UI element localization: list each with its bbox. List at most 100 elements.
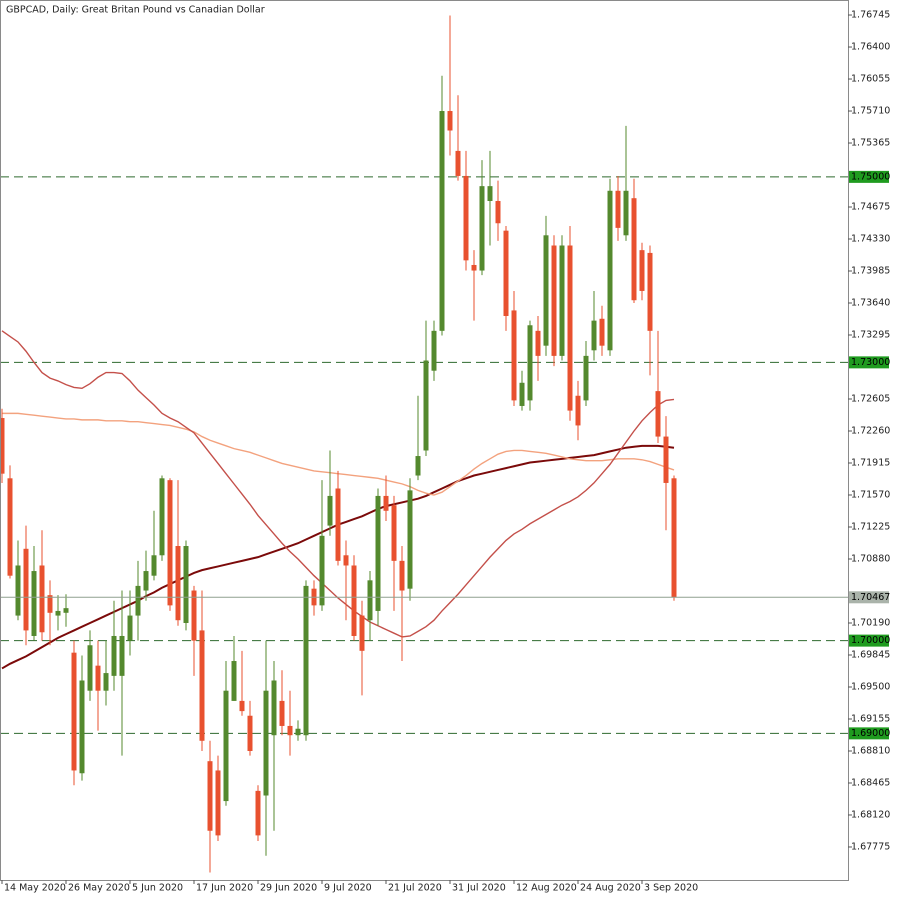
candle-body: [151, 555, 157, 576]
candle-body: [407, 490, 413, 589]
moving-average: [1, 330, 675, 638]
candle-body: [647, 252, 653, 331]
candle-body: [231, 661, 237, 701]
candle-body: [31, 571, 37, 636]
candle-body: [95, 665, 101, 691]
candle-body: [119, 635, 125, 676]
candle-body: [575, 395, 581, 426]
candle-body: [671, 478, 677, 598]
candle-body: [239, 700, 245, 712]
candle-body: [191, 590, 197, 641]
x-tick-label: 31 Jul 2020: [452, 883, 506, 894]
y-tick-label: 1.75365: [851, 138, 890, 149]
level-label-box: [849, 727, 889, 740]
candle-body: [55, 610, 61, 616]
candle-body: [503, 230, 509, 316]
x-tick-label: 12 Aug 2020: [516, 883, 577, 894]
level-label-box: [849, 634, 889, 647]
candle-body: [487, 186, 493, 201]
candle-body: [47, 595, 53, 613]
last-price-label: 1.70467: [851, 592, 890, 603]
candle-body: [567, 245, 573, 411]
candle-body: [327, 495, 333, 526]
y-tick-label: 1.68465: [851, 777, 890, 788]
candle-body: [607, 190, 613, 351]
candle-body: [631, 198, 637, 301]
level-label: 1.69000: [851, 728, 890, 739]
candle-body: [71, 652, 77, 771]
y-tick-label: 1.74675: [851, 202, 890, 213]
candle-body: [223, 690, 229, 802]
candle-body: [167, 480, 173, 606]
y-tick-label: 1.68120: [851, 809, 890, 820]
candle-body: [663, 436, 669, 483]
level-label-box: [849, 170, 889, 183]
candle-body: [623, 190, 629, 236]
candle-body: [159, 478, 165, 556]
candle-body: [463, 175, 469, 261]
candle-body: [335, 488, 341, 561]
candle-body: [527, 325, 533, 401]
y-tick-label: 1.73295: [851, 330, 890, 341]
level-label-box: [849, 356, 889, 369]
candle-body: [599, 318, 605, 346]
x-tick-label: 3 Sep 2020: [644, 883, 698, 894]
x-tick-label: 5 Jun 2020: [132, 883, 183, 894]
y-tick-label: 1.74330: [851, 234, 890, 245]
y-tick-label: 1.67775: [851, 841, 890, 852]
candle-body: [399, 560, 405, 591]
candle-body: [511, 310, 517, 401]
candle-body: [87, 645, 93, 691]
candle-body: [543, 235, 549, 346]
y-tick-label: 1.70880: [851, 553, 890, 564]
y-tick-label: 1.73640: [851, 298, 890, 309]
y-tick-label: 1.69155: [851, 713, 890, 724]
y-tick-label: 1.69500: [851, 681, 890, 692]
candle-body: [447, 111, 453, 131]
x-tick-label: 17 Jun 2020: [196, 883, 253, 894]
candle-body: [1, 418, 5, 474]
candle-body: [639, 250, 645, 291]
x-tick-label: 26 May 2020: [68, 883, 130, 894]
y-tick-label: 1.75710: [851, 106, 890, 117]
x-tick-label: 14 May 2020: [4, 883, 66, 894]
candle-body: [247, 715, 253, 751]
candle-body: [175, 546, 181, 621]
candle-body: [495, 200, 501, 224]
x-tick-label: 9 Jul 2020: [324, 883, 372, 894]
candle-body: [455, 150, 461, 176]
candle-body: [215, 770, 221, 836]
candle-body: [391, 505, 397, 561]
candle-body: [23, 548, 29, 631]
candle-body: [295, 728, 301, 736]
candle-body: [103, 673, 109, 691]
candle-body: [591, 320, 597, 351]
candle-body: [423, 360, 429, 451]
candle-body: [279, 700, 285, 726]
candle-body: [367, 580, 373, 621]
level-label: 1.70000: [851, 635, 890, 646]
candle-body: [375, 495, 381, 611]
x-tick-label: 24 Aug 2020: [580, 883, 641, 894]
level-label: 1.73000: [851, 357, 890, 368]
candle-body: [551, 245, 557, 356]
candle-body: [287, 725, 293, 736]
candle-body: [439, 111, 445, 331]
candle-body: [343, 555, 349, 566]
candle-body: [79, 680, 85, 774]
candle-body: [143, 571, 149, 591]
candle-body: [519, 382, 525, 406]
candle-body: [263, 690, 269, 796]
candle-body: [183, 546, 189, 623]
candle-body: [135, 585, 141, 616]
y-tick-label: 1.71570: [851, 490, 890, 501]
candle-body: [199, 630, 205, 741]
candle-body: [535, 330, 541, 356]
candle-body: [39, 565, 45, 633]
level-label: 1.75000: [851, 171, 890, 182]
candle-body: [127, 615, 133, 641]
candle-body: [359, 615, 365, 651]
candle-body: [655, 391, 661, 437]
y-tick-label: 1.69845: [851, 649, 890, 660]
